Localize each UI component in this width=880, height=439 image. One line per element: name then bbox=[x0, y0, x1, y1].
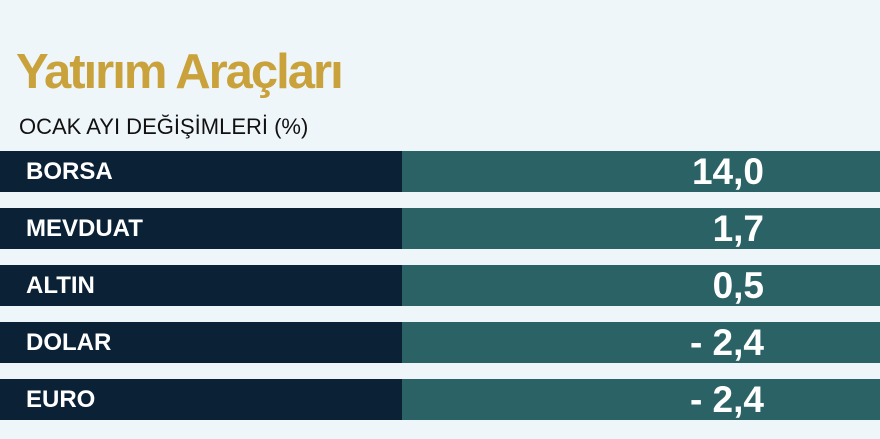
row-label: MEVDUAT bbox=[0, 208, 402, 249]
row-label: EURO bbox=[0, 379, 402, 420]
row-label: BORSA bbox=[0, 151, 402, 192]
table-row: BORSA 14,0 bbox=[0, 151, 880, 192]
chart-title: Yatırım Araçları bbox=[16, 45, 344, 99]
table-row: EURO - 2,4 bbox=[0, 379, 880, 420]
row-value: - 2,4 bbox=[402, 379, 880, 420]
row-value: - 2,4 bbox=[402, 322, 880, 363]
table-row: MEVDUAT 1,7 bbox=[0, 208, 880, 249]
row-value: 1,7 bbox=[402, 208, 880, 249]
table-row: DOLAR - 2,4 bbox=[0, 322, 880, 363]
chart-subtitle: OCAK AYI DEĞİŞİMLERİ (%) bbox=[19, 114, 309, 139]
table-row: ALTIN 0,5 bbox=[0, 265, 880, 306]
row-value: 0,5 bbox=[402, 265, 880, 306]
row-label: DOLAR bbox=[0, 322, 402, 363]
row-label: ALTIN bbox=[0, 265, 402, 306]
row-value: 14,0 bbox=[402, 151, 880, 192]
